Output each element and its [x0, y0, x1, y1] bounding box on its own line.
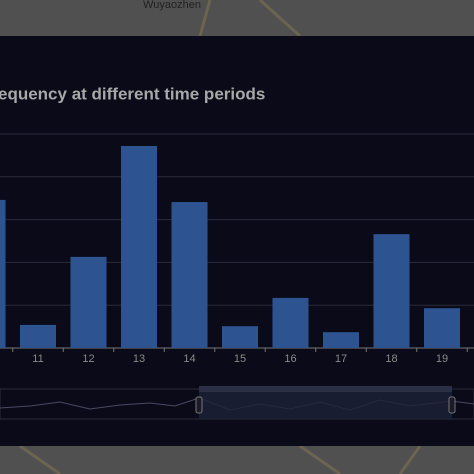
bar [0, 199, 6, 348]
map-label: Wuyaozhen [143, 0, 201, 11]
x-tick-label: 15 [234, 353, 246, 365]
chart-title: equency at different time periods [0, 84, 265, 103]
x-tick-label: 17 [335, 353, 347, 365]
data-zoom [0, 386, 474, 420]
x-tick-label: 13 [133, 353, 145, 365]
x-tick-label: 16 [284, 353, 296, 365]
bar [171, 202, 208, 348]
bar [222, 326, 258, 348]
zoom-handle[interactable] [448, 396, 456, 414]
bar [323, 332, 359, 348]
x-tick-label: 12 [82, 353, 94, 365]
map-roads [19, 0, 422, 474]
zoom-selection [199, 389, 452, 419]
x-tick-label: 19 [436, 353, 448, 365]
bar [20, 324, 56, 348]
x-tick-label: 14 [183, 353, 195, 365]
bar [121, 145, 157, 348]
bar [424, 308, 460, 348]
zoom-bar[interactable] [199, 386, 452, 392]
bar [70, 256, 107, 348]
x-tick-label: 18 [385, 353, 397, 365]
bar [373, 234, 410, 348]
bar [272, 297, 309, 348]
plot: 11 12 13 14 15 16 17 18 19 [0, 133, 474, 365]
zoom-handle[interactable] [195, 396, 203, 414]
x-tick-label: 11 [32, 353, 43, 365]
